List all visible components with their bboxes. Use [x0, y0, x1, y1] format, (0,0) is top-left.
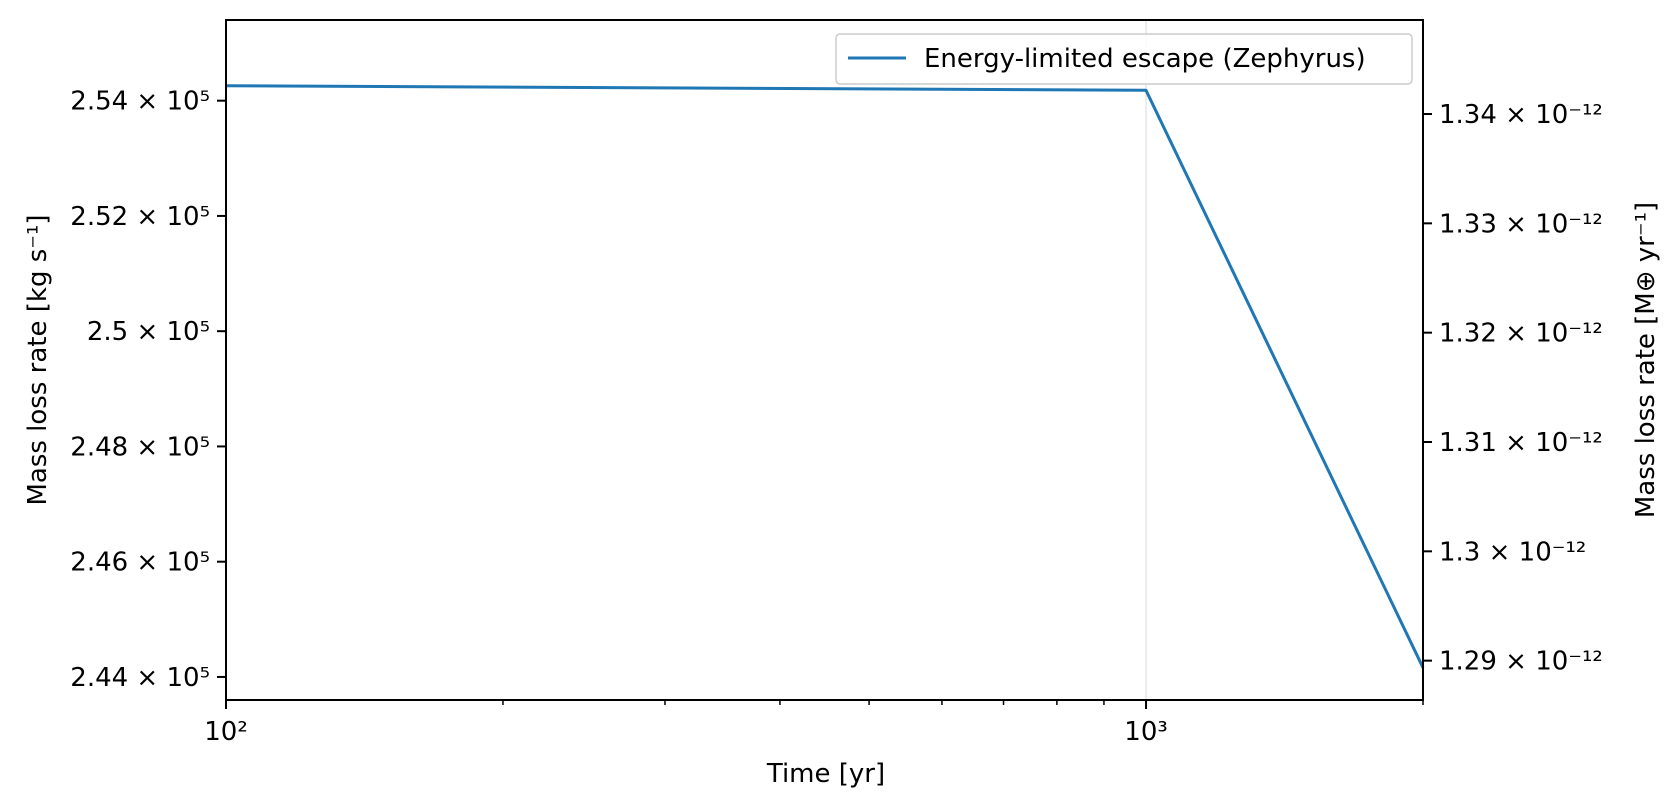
y-left-tick-label: 2.54 × 10⁵ — [70, 87, 210, 117]
x-tick-label: 10³ — [1124, 717, 1168, 747]
x-tick-label: 10² — [204, 717, 248, 747]
y-left-tick-label: 2.44 × 10⁵ — [70, 663, 210, 693]
y-left-tick-label: 2.52 × 10⁵ — [70, 202, 210, 232]
legend: Energy-limited escape (Zephyrus) — [835, 33, 1413, 85]
y-right-tick-label: 1.31 × 10⁻¹² — [1439, 428, 1603, 458]
plot-area-frame — [225, 19, 1424, 701]
y-axis-left: 2.44 × 10⁵ 2.46 × 10⁵ 2.48 × 10⁵ 2.5 × 10⁵ 2… — [70, 87, 226, 693]
y-left-tick-label: 2.5 × 10⁵ — [87, 317, 210, 347]
y-right-tick-label: 1.32 × 10⁻¹² — [1439, 319, 1603, 349]
y-axis-right: 1.29 × 10⁻¹² 1.3 × 10⁻¹² 1.31 × 10⁻¹² 1.32 … — [1423, 100, 1603, 677]
legend-label: Energy-limited escape (Zephyrus) — [924, 44, 1366, 74]
x-axis-title: Time [yr] — [766, 759, 885, 789]
legend-box — [835, 33, 1413, 85]
y-axis-right-title: Mass loss rate [M⊕ yr⁻¹] — [1631, 202, 1661, 518]
x-axis: 10² 10³ — [204, 700, 1424, 747]
series-line — [225, 84, 1425, 669]
y-left-tick-label: 2.48 × 10⁵ — [70, 432, 210, 462]
y-right-tick-label: 1.33 × 10⁻¹² — [1439, 209, 1603, 239]
y-right-tick-label: 1.3 × 10⁻¹² — [1439, 537, 1586, 567]
y-axis-left-title: Mass loss rate [kg s⁻¹] — [23, 214, 53, 505]
series-lines — [225, 84, 1425, 669]
y-right-tick-label: 1.34 × 10⁻¹² — [1439, 100, 1603, 130]
y-left-tick-label: 2.46 × 10⁵ — [70, 548, 210, 578]
y-right-tick-label: 1.29 × 10⁻¹² — [1439, 647, 1603, 677]
